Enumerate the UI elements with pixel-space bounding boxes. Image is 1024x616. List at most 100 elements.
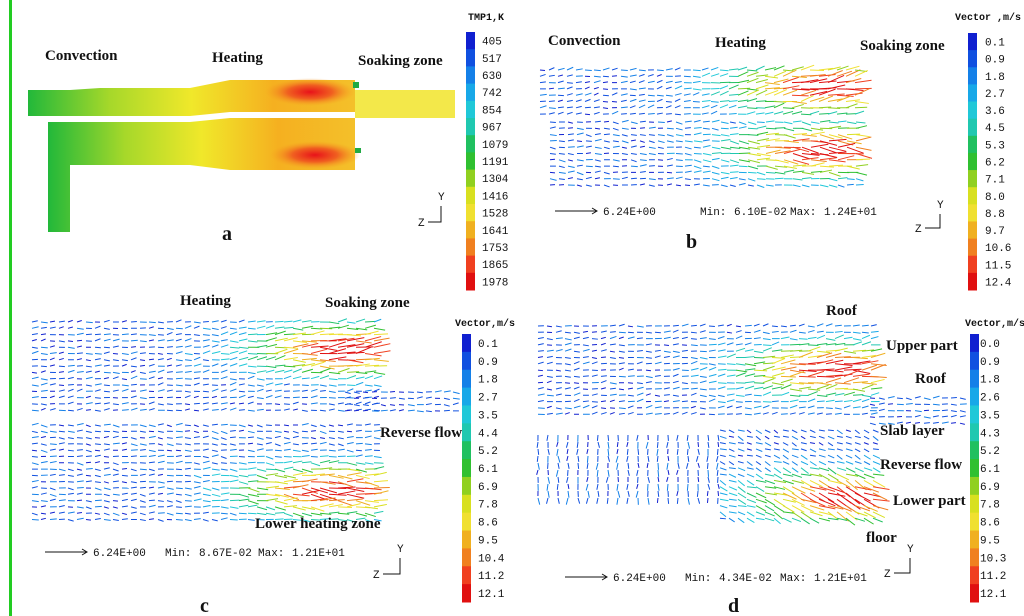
- min-value: 4.34E-02: [719, 573, 772, 585]
- colorbar-segment: [462, 334, 471, 353]
- vector-arrow: [380, 409, 388, 412]
- vector-arrow: [746, 88, 759, 91]
- vector-arrow: [576, 159, 584, 162]
- vector-arrow: [121, 378, 128, 381]
- vector-arrow: [586, 462, 589, 469]
- vector-arrow: [674, 81, 682, 84]
- vector-arrow: [346, 327, 359, 331]
- vector-arrow: [121, 402, 129, 405]
- legend-label: 1304: [482, 174, 509, 186]
- vector-arrow: [139, 371, 146, 374]
- vector-arrow: [353, 404, 360, 407]
- vector-arrow: [656, 74, 662, 77]
- vector-arrow: [112, 519, 119, 521]
- vector-arrow: [364, 506, 379, 510]
- vector-arrow: [238, 424, 246, 428]
- vector-arrow: [346, 442, 354, 445]
- vector-arrow: [801, 127, 813, 132]
- vector-arrow: [735, 372, 746, 377]
- vector-arrow: [827, 435, 835, 440]
- vector-arrow: [130, 437, 137, 440]
- vector-arrow: [557, 476, 560, 483]
- vector-arrow: [648, 153, 656, 156]
- vector-arrow: [746, 517, 755, 524]
- vector-arrow: [717, 386, 726, 390]
- vector-arrow: [827, 66, 841, 71]
- vector-arrow: [672, 329, 679, 333]
- vector-arrow: [690, 387, 698, 390]
- vector-arrow: [121, 363, 127, 367]
- vector-arrow: [166, 487, 174, 490]
- vector-arrow: [626, 448, 629, 455]
- vector-arrow: [656, 441, 659, 448]
- vector-arrow: [674, 113, 681, 116]
- vector-arrow: [31, 519, 39, 521]
- vector-arrow: [959, 422, 965, 425]
- vector-arrow: [735, 343, 743, 346]
- vector-arrow: [843, 405, 851, 409]
- vector-arrow: [310, 388, 318, 392]
- vector-arrow: [301, 468, 313, 473]
- vector-arrow: [566, 455, 569, 461]
- vector-arrow: [585, 176, 592, 180]
- vector-arrow: [773, 70, 787, 77]
- vector-arrow: [834, 366, 853, 371]
- vector-arrow: [845, 454, 853, 459]
- vector-arrow: [346, 321, 356, 324]
- vector-arrow: [701, 105, 710, 109]
- vector-arrow: [672, 373, 679, 377]
- vector-arrow: [744, 407, 752, 410]
- vector-arrow: [762, 401, 772, 403]
- legend-label: 5.3: [985, 140, 1005, 152]
- vector-arrow: [719, 442, 726, 445]
- vector-arrow: [211, 454, 219, 457]
- vector-arrow: [319, 346, 338, 351]
- vector-arrow: [852, 394, 864, 396]
- vector-arrow: [452, 391, 460, 395]
- vector-arrow: [582, 336, 589, 340]
- vector-arrow: [247, 449, 255, 453]
- vector-arrow: [635, 490, 639, 498]
- vector-arrow: [576, 140, 583, 142]
- vector-arrow: [612, 121, 619, 125]
- vector-arrow: [364, 324, 376, 329]
- vector-arrow: [687, 497, 690, 505]
- vector-arrow: [184, 359, 192, 361]
- vector-arrow: [896, 421, 903, 424]
- min-label: Min:: [700, 207, 726, 219]
- vector-arrow: [76, 370, 84, 373]
- vector-arrow: [728, 448, 735, 452]
- vector-arrow: [697, 497, 701, 504]
- vector-arrow: [310, 330, 325, 336]
- vector-arrow: [629, 74, 637, 77]
- vector-arrow: [40, 492, 47, 495]
- legend-label: 6.9: [478, 482, 498, 494]
- vector-arrow: [193, 382, 200, 386]
- colorbar-segment: [462, 369, 471, 389]
- vector-arrow: [85, 500, 92, 503]
- vector-arrow: [950, 410, 957, 413]
- vector-arrow: [756, 153, 771, 157]
- vector-arrow: [575, 99, 582, 102]
- vector-arrow: [238, 474, 249, 478]
- vector-arrow: [834, 342, 846, 346]
- vector-arrow: [229, 327, 237, 330]
- vector-arrow: [103, 519, 111, 521]
- vector-arrow: [220, 423, 228, 426]
- vector-arrow: [827, 486, 845, 494]
- vector-arrow: [202, 327, 211, 330]
- vector-arrow: [184, 500, 192, 502]
- vector-arrow: [771, 382, 785, 386]
- vector-arrow: [537, 374, 543, 377]
- vector-arrow: [746, 473, 755, 478]
- legend-label: 8.6: [478, 518, 498, 530]
- vector-arrow: [319, 367, 331, 373]
- vector-arrow: [586, 455, 589, 463]
- vector-arrow: [737, 105, 748, 109]
- vector-arrow: [40, 338, 46, 342]
- vector-arrow: [702, 165, 710, 168]
- vector-arrow: [597, 441, 600, 448]
- legend-label: 4.3: [980, 428, 1000, 440]
- vector-arrow: [773, 517, 781, 525]
- vector-arrow: [773, 102, 785, 109]
